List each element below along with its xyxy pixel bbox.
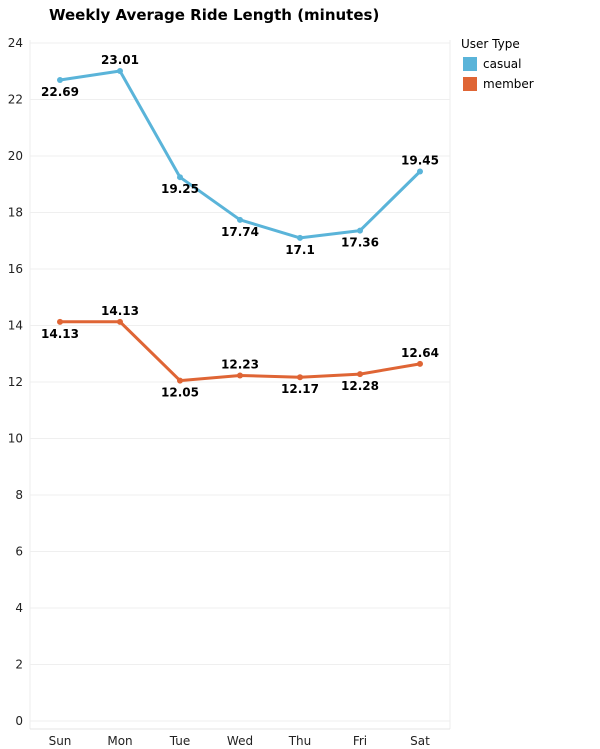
data-label-casual-tue: 19.25: [161, 182, 199, 196]
data-labels: 22.69 23.01 19.25 17.74 17.1 17.36 19.45 14.13 1…: [41, 53, 439, 400]
data-label-casual-mon: 23.01: [101, 53, 139, 67]
legend-swatch-casual: [463, 57, 477, 71]
x-tick-label-thu: Thu: [288, 734, 312, 748]
legend-label-casual: casual: [483, 57, 522, 71]
y-tick-label-20: 20: [8, 149, 23, 163]
series-line-member: [58, 320, 422, 383]
data-label-member-fri: 12.28: [341, 379, 379, 393]
y-tick-label-10: 10: [8, 432, 23, 446]
series: [57, 67, 423, 384]
y-tick-label-0: 0: [15, 714, 23, 728]
y-tick-label-18: 18: [8, 206, 23, 220]
y-tick-label-14: 14: [8, 319, 23, 333]
data-label-casual-fri: 17.36: [341, 236, 379, 250]
y-tick-label-24: 24: [8, 36, 23, 50]
point-casual-sat: [417, 168, 423, 175]
point-member-fri: [357, 371, 363, 378]
legend-label-member: member: [483, 77, 534, 91]
x-tick-label-fri: Fri: [353, 734, 367, 748]
data-label-casual-sun: 22.69: [41, 85, 79, 99]
data-label-member-tue: 12.05: [161, 386, 199, 400]
data-label-member-mon: 14.13: [101, 304, 139, 318]
legend-title: User Type: [461, 37, 520, 51]
data-label-casual-sat: 19.45: [401, 154, 439, 168]
legend: User Type casual member: [461, 37, 534, 94]
legend-item-casual[interactable]: casual: [461, 54, 534, 74]
x-tick-label-mon: Mon: [107, 734, 132, 748]
chart-title: Weekly Average Ride Length (minutes): [49, 6, 380, 24]
point-member-wed: [237, 372, 243, 379]
x-tick-label-sun: Sun: [49, 734, 72, 748]
data-label-member-wed: 12.23: [221, 358, 259, 372]
y-tick-label-6: 6: [15, 545, 23, 559]
point-member-thu: [297, 374, 303, 381]
point-member-tue: [177, 377, 183, 384]
point-member-sat: [417, 360, 423, 367]
y-tick-label-12: 12: [8, 375, 23, 389]
y-tick-label-4: 4: [15, 601, 23, 615]
y-tick-label-8: 8: [15, 488, 23, 502]
point-member-sun: [57, 318, 63, 325]
data-label-casual-wed: 17.74: [221, 225, 259, 239]
point-casual-mon: [117, 67, 123, 74]
x-tick-label-sat: Sat: [410, 734, 430, 748]
y-tick-label-22: 22: [8, 93, 23, 107]
data-label-member-sat: 12.64: [401, 346, 439, 360]
point-casual-thu: [297, 234, 303, 241]
y-tick-label-2: 2: [15, 658, 23, 672]
data-label-casual-thu: 17.1: [285, 243, 315, 257]
point-member-mon: [117, 318, 123, 325]
data-label-member-sun: 14.13: [41, 327, 79, 341]
legend-swatch-member: [463, 77, 477, 91]
y-tick-label-16: 16: [8, 262, 23, 276]
legend-item-member[interactable]: member: [461, 74, 534, 94]
point-casual-fri: [357, 227, 363, 234]
point-casual-sun: [57, 77, 63, 84]
gridlines: [29, 40, 451, 730]
x-tick-label-tue: Tue: [169, 734, 191, 748]
x-tick-label-wed: Wed: [227, 734, 253, 748]
point-casual-tue: [177, 174, 183, 181]
data-label-member-thu: 12.17: [281, 382, 319, 396]
point-casual-wed: [237, 216, 243, 223]
